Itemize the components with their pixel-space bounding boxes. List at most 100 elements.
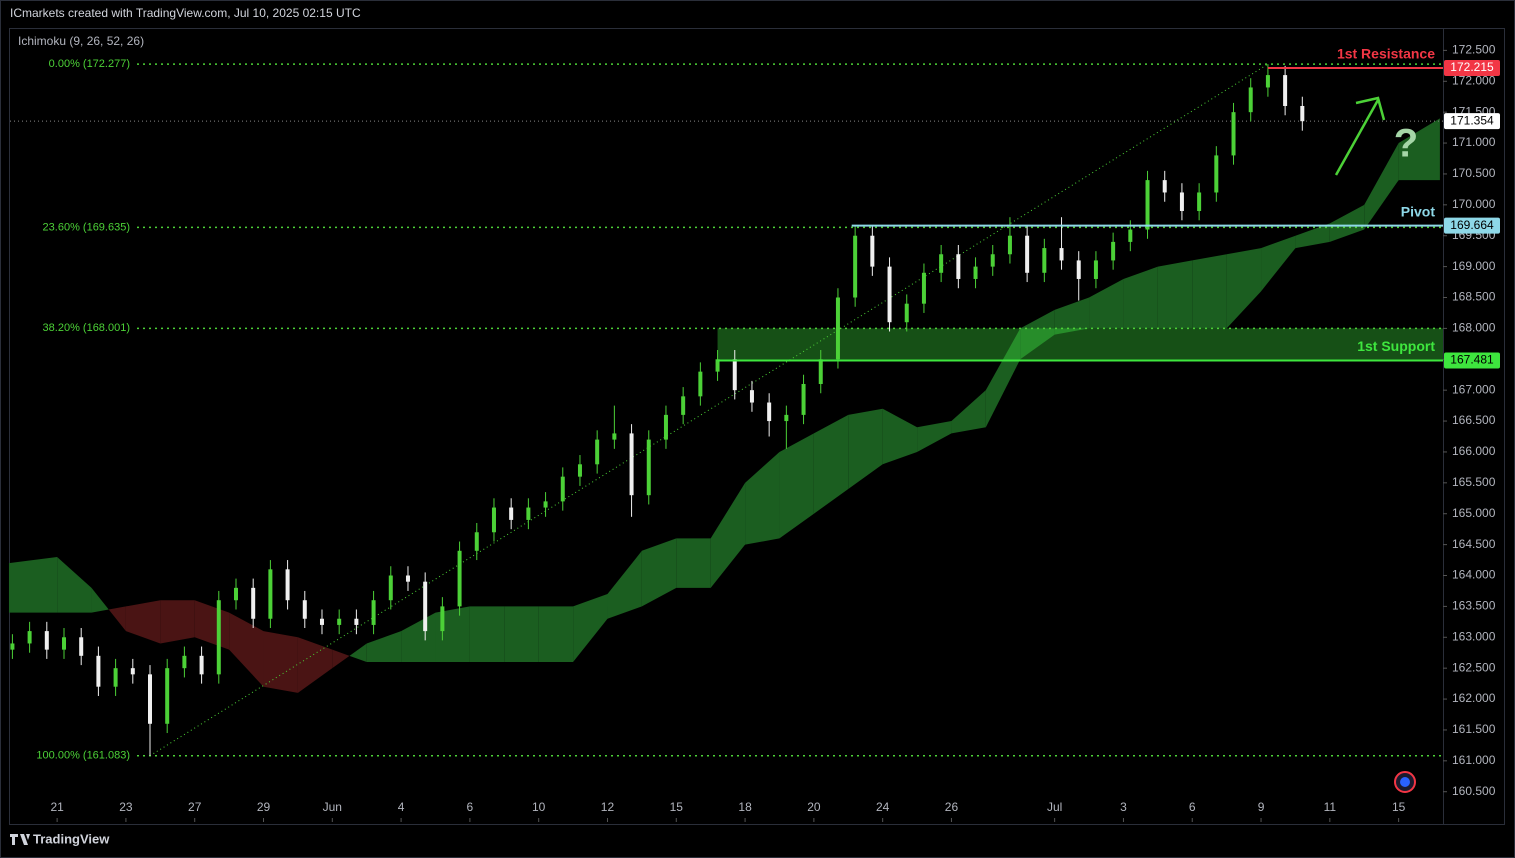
y-tick-label: 164.000	[1452, 568, 1496, 582]
y-tick-label: 165.500	[1452, 475, 1496, 489]
candle-body	[1007, 235, 1012, 255]
cloud-segment	[1020, 309, 1055, 360]
fib-label: 23.60% (169.635)	[43, 221, 130, 233]
candle-body	[216, 600, 221, 675]
cloud-segment	[985, 328, 1021, 428]
y-tick-label: 160.500	[1452, 784, 1496, 798]
candle-body	[1162, 180, 1167, 193]
candle-body	[526, 507, 531, 520]
candle-body	[801, 383, 806, 415]
candle-body	[835, 297, 840, 360]
x-tick-label: 21	[50, 800, 64, 814]
candle-body	[646, 439, 651, 496]
candle-body	[629, 433, 634, 496]
candle-body	[44, 631, 49, 650]
candle-body	[749, 390, 754, 403]
candle-body	[853, 235, 858, 298]
cloud-segment	[917, 421, 952, 452]
x-tick-label: 15	[1392, 800, 1406, 814]
candle-body	[1197, 192, 1202, 212]
cloud-segment	[710, 482, 746, 588]
footer-logo: TradingView	[10, 831, 110, 846]
candle-body	[199, 655, 204, 675]
candle-body	[251, 587, 256, 619]
forecast-arrow	[1334, 96, 1386, 176]
cloud-segment	[573, 594, 608, 662]
y-tick-label: 164.500	[1452, 537, 1496, 551]
cloud-segment	[848, 408, 883, 490]
candle-body	[870, 235, 875, 267]
arrow-shaft	[1334, 99, 1380, 176]
candle-body	[921, 272, 926, 304]
y-tick-label: 170.500	[1452, 166, 1496, 180]
candle-body	[784, 414, 789, 422]
x-tick-label: 12	[601, 800, 615, 814]
cloud-segment	[951, 390, 986, 434]
candle-body	[1231, 112, 1236, 156]
cloud-segment	[607, 550, 642, 619]
y-tick-label: 168.000	[1452, 321, 1496, 335]
candle-body	[440, 606, 445, 632]
x-tick-label: 3	[1120, 800, 1127, 814]
last-price-tag: 171.354	[1450, 113, 1494, 127]
x-tick-label: 4	[398, 800, 405, 814]
x-tick-label: 24	[876, 800, 890, 814]
x-tick-label: 29	[257, 800, 271, 814]
candle-body	[577, 464, 582, 477]
candle-body	[423, 581, 428, 632]
support-tag-bg	[1444, 352, 1500, 369]
x-tick-label: 6	[1189, 800, 1196, 814]
candle-body	[698, 371, 703, 397]
x-tick-label: 20	[807, 800, 821, 814]
y-tick-label: 166.000	[1452, 444, 1496, 458]
footer-text: TradingView	[33, 831, 110, 846]
cloud-segment	[1192, 254, 1227, 329]
candle-body	[939, 254, 944, 273]
cloud-segment	[1261, 235, 1296, 292]
resistance-tag-bg	[1444, 59, 1500, 76]
cloud-segment	[538, 606, 574, 662]
candle-body	[818, 359, 823, 384]
pivot-tag: 169.664	[1450, 218, 1494, 232]
candle-body	[1300, 105, 1305, 122]
candle-body	[268, 569, 273, 619]
y-tick-label: 170.000	[1452, 197, 1496, 211]
candle-body	[767, 402, 772, 422]
y-tick-label: 169.000	[1452, 259, 1496, 273]
cloud-segment	[229, 612, 264, 687]
cloud-segment	[469, 606, 505, 662]
cloud-segment	[779, 433, 814, 539]
x-tick-label: Jun	[323, 800, 342, 814]
icon-core	[1400, 777, 1410, 787]
y-tick-label: 163.000	[1452, 629, 1496, 643]
candle-body	[1128, 229, 1133, 242]
y-tick-label: 162.500	[1452, 660, 1496, 674]
candle-body	[612, 433, 617, 440]
candle-body	[457, 550, 462, 607]
cloud-segment	[1295, 223, 1330, 249]
fib-label: 100.00% (161.083)	[36, 750, 130, 762]
cloud-segment	[108, 606, 126, 632]
cloud-segment	[1364, 143, 1399, 230]
candle-body	[285, 569, 290, 601]
cloud-segment	[125, 600, 161, 644]
candle-body	[1248, 87, 1253, 113]
candle-body	[371, 600, 376, 625]
y-tick-label: 172.500	[1452, 43, 1496, 57]
fib-label: 0.00% (172.277)	[49, 58, 130, 70]
y-tick-label: 166.500	[1452, 413, 1496, 427]
candle-body	[663, 414, 668, 440]
cloud-segment	[297, 637, 333, 693]
settings-icon	[1394, 771, 1416, 793]
candle-body	[715, 359, 720, 372]
plot-frame	[9, 28, 1505, 825]
candle-body	[1076, 260, 1081, 279]
y-tick-label: 172.000	[1452, 73, 1496, 87]
candle-body	[1093, 260, 1098, 279]
x-tick-label: 10	[532, 800, 546, 814]
cloud-segment	[1398, 118, 1440, 181]
resistance-tag: 172.215	[1450, 60, 1494, 74]
candle-body	[388, 575, 393, 601]
cloud-segment	[1054, 297, 1090, 335]
